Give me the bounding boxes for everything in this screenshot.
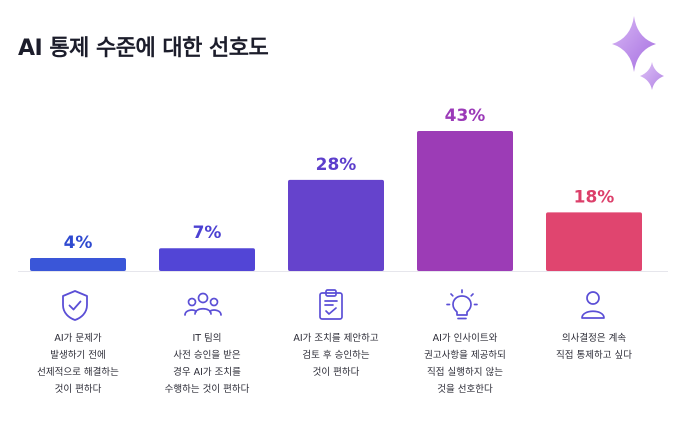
bar-value-label: 4% (64, 233, 93, 253)
category-label: AI가 인사이트와 권고사항을 제공하되 직접 실행하지 않는 것을 선호한다 (424, 333, 506, 395)
category-label: AI가 문제가 발생하기 전에 선제적으로 해결하는 것이 편하다 (37, 333, 119, 395)
category-labels: AI가 문제가 발생하기 전에 선제적으로 해결하는 것이 편하다 IT 팀의 사… (0, 330, 686, 430)
lightbulb-icon (446, 289, 478, 320)
clipboard-check-icon (319, 289, 343, 320)
bar-3 (288, 179, 384, 271)
bar-4 (417, 131, 513, 271)
shield-check-icon (62, 290, 88, 321)
bar-2 (159, 248, 255, 271)
chart-title: AI 통제 수준에 대한 선호도 (18, 36, 269, 61)
category-label: AI가 조치를 제안하고 검토 후 승인하는 것이 편하다 (293, 333, 379, 378)
category-label: IT 팀의 사전 승인을 받은 경우 AI가 조치를 수행하는 것이 편하다 (164, 333, 250, 395)
person-icon (581, 291, 605, 319)
bar-value-label: 43% (445, 106, 486, 126)
bar-5 (546, 212, 642, 271)
bar-value-label: 28% (316, 155, 357, 175)
bar-value-label: 7% (193, 223, 222, 243)
bar-1 (30, 257, 126, 271)
bar-value-label: 18% (574, 187, 615, 207)
category-label: 의사결정은 계속 직접 통제하고 싶다 (556, 333, 632, 361)
sparkle-icon (612, 16, 664, 90)
team-icon (184, 292, 222, 316)
